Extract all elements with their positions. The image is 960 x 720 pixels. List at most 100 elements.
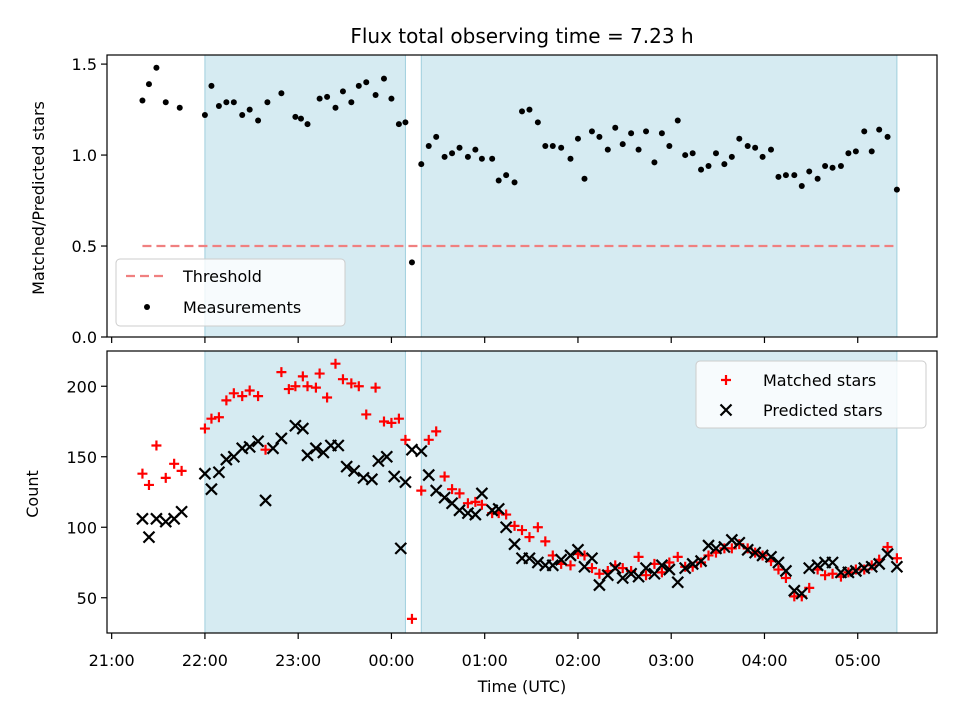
- measurement-point: [596, 133, 603, 140]
- predicted-stars-point: [624, 567, 638, 581]
- measurement-point: [635, 146, 642, 153]
- matched-stars-point: [253, 391, 264, 402]
- measurement-point: [297, 115, 304, 122]
- measurement-point: [472, 146, 479, 153]
- measurement-point: [408, 259, 415, 266]
- predicted-stars-point: [531, 556, 545, 569]
- predicted-stars-point: [585, 551, 599, 565]
- predicted-stars-point: [881, 547, 894, 561]
- matched-stars-point: [891, 553, 902, 564]
- predicted-stars-point: [686, 557, 699, 571]
- predicted-stars-point: [340, 460, 353, 473]
- matched-stars-point: [297, 371, 308, 382]
- measurement-point: [619, 141, 626, 148]
- measurement-point: [759, 153, 766, 160]
- predicted-stars-point: [499, 520, 513, 534]
- matched-stars-point: [509, 520, 520, 531]
- predicted-stars-point: [748, 546, 762, 559]
- x-tick-label: 22:00: [182, 651, 228, 670]
- top-panel: 0.0 0.5 1.0 1.5 Threshold Measurements: [72, 54, 938, 347]
- measurement-point: [201, 112, 208, 119]
- x-tick-label: 03:00: [648, 651, 694, 670]
- measurement-point: [588, 128, 595, 135]
- matched-stars-point: [565, 560, 576, 571]
- matched-stars-point: [361, 409, 372, 420]
- matched-stars-point: [337, 374, 348, 385]
- measurement-point: [526, 106, 533, 113]
- predicted-stars-point: [523, 551, 536, 565]
- matched-stars-point: [773, 564, 784, 575]
- matched-stars-point: [780, 573, 791, 584]
- predicted-stars-point: [372, 454, 385, 468]
- matched-stars-point: [160, 472, 171, 483]
- measurement-point: [503, 172, 510, 179]
- measurement-point: [511, 179, 518, 186]
- measurement-point: [744, 142, 751, 149]
- top-y-tick-label: 0.5: [72, 237, 97, 256]
- measurement-point: [456, 144, 463, 151]
- predicted-stars-point: [380, 450, 394, 464]
- top-observing-span-2: [420, 54, 898, 338]
- measurement-point: [441, 153, 448, 160]
- matched-stars-point: [386, 417, 397, 428]
- measurement-point: [798, 182, 805, 189]
- predicted-stars-point: [175, 505, 188, 519]
- predicted-stars-point: [678, 561, 692, 575]
- bottom-y-axis-label: Count: [23, 470, 42, 518]
- matched-stars-point: [641, 570, 652, 581]
- measurement-point: [837, 162, 844, 169]
- matched-stars-point: [370, 382, 381, 393]
- matched-stars-point: [199, 423, 210, 434]
- x-tick-label: 21:00: [89, 651, 135, 670]
- predicted-stars-point: [309, 442, 323, 455]
- measurement-point: [868, 148, 875, 155]
- legend-matched-label: Matched stars: [763, 371, 876, 390]
- top-legend-box: [115, 258, 346, 327]
- matched-stars-point: [633, 551, 644, 562]
- measurement-point: [884, 133, 891, 140]
- measurement-point: [534, 119, 541, 126]
- predicted-stars-point: [671, 575, 685, 589]
- measurement-point: [153, 64, 160, 71]
- bottom-axes-frame: [106, 350, 938, 634]
- matched-stars-point: [820, 570, 831, 581]
- predicted-stars-point: [639, 561, 653, 575]
- measurement-point: [876, 126, 883, 133]
- predicted-stars-point: [332, 439, 345, 452]
- bottom-observing-span-1: [204, 350, 406, 634]
- predicted-stars-point: [546, 559, 560, 572]
- predicted-stars-point: [212, 465, 226, 479]
- measurement-point: [489, 155, 496, 162]
- matched-stars-point: [176, 465, 187, 476]
- x-tick-label: 02:00: [555, 651, 601, 670]
- bottom-y-tick-label: 150: [66, 448, 97, 467]
- measurement-point: [380, 75, 387, 82]
- matched-stars-point: [228, 388, 239, 399]
- predicted-stars-point: [399, 475, 412, 489]
- matched-stars-point: [143, 479, 154, 490]
- measurement-point: [674, 117, 681, 124]
- measurement-point: [791, 172, 798, 179]
- measurement-point: [332, 104, 339, 111]
- measurement-point: [519, 108, 525, 115]
- measurement-point: [215, 102, 222, 109]
- predicted-stars-point: [438, 491, 451, 504]
- predicted-stars-point: [453, 504, 466, 517]
- legend-matched-swatch: [721, 375, 731, 385]
- measurement-point: [246, 106, 253, 113]
- predicted-stars-point: [616, 571, 629, 585]
- matched-stars-point: [346, 378, 357, 389]
- x-axis-label: Time (UTC): [477, 677, 566, 696]
- matched-stars-point: [827, 568, 838, 579]
- matched-stars-point: [322, 392, 333, 403]
- predicted-stars-point: [136, 512, 149, 526]
- measurement-point: [549, 142, 556, 149]
- matched-stars-point: [393, 413, 404, 424]
- matched-stars-point: [532, 522, 543, 533]
- legend-measurements-label: Measurements: [183, 298, 301, 317]
- legend-threshold-label: Threshold: [182, 267, 262, 286]
- matched-stars-point: [169, 458, 180, 469]
- measurement-point: [278, 90, 285, 97]
- matched-stars-point: [310, 382, 321, 393]
